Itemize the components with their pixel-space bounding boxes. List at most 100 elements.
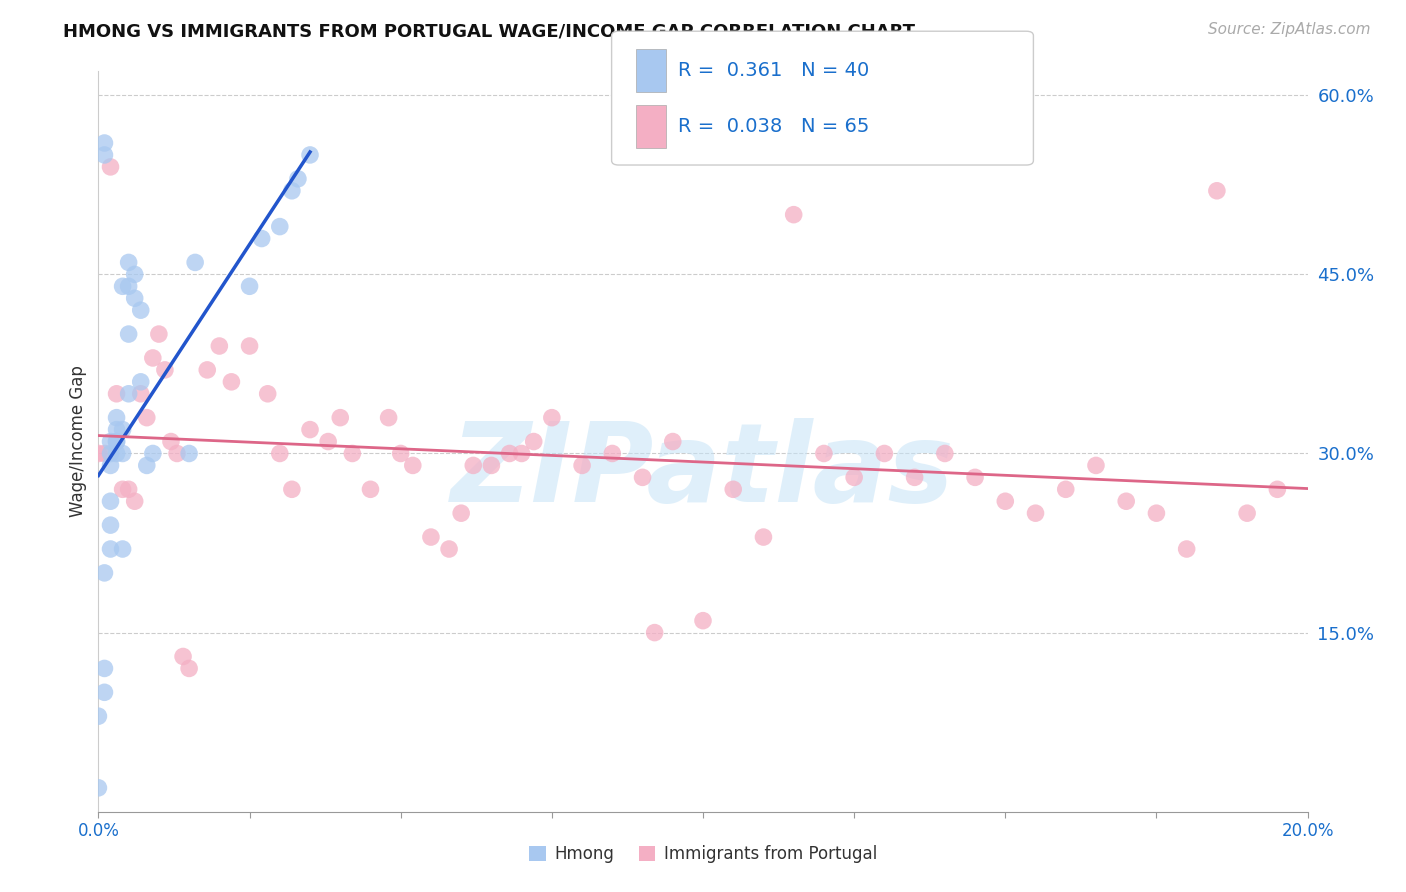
Point <box>523 434 546 449</box>
Point <box>299 148 322 162</box>
Point <box>93 566 115 580</box>
Point <box>184 255 207 269</box>
Point <box>1144 506 1167 520</box>
Point <box>287 171 309 186</box>
Point <box>100 458 122 473</box>
Point <box>540 410 562 425</box>
Point <box>93 661 115 675</box>
Point <box>481 458 503 473</box>
Point <box>124 268 146 282</box>
Point <box>281 483 304 497</box>
Point <box>105 434 128 449</box>
Point <box>105 410 128 425</box>
Text: R =  0.038   N = 65: R = 0.038 N = 65 <box>678 117 869 136</box>
Point <box>93 446 115 460</box>
Point <box>142 446 165 460</box>
Text: R =  0.361   N = 40: R = 0.361 N = 40 <box>678 61 869 80</box>
Point <box>179 446 201 460</box>
Point <box>602 446 624 460</box>
Point <box>111 541 134 556</box>
Point <box>124 494 146 508</box>
Point <box>1175 541 1198 556</box>
Text: HMONG VS IMMIGRANTS FROM PORTUGAL WAGE/INCOME GAP CORRELATION CHART: HMONG VS IMMIGRANTS FROM PORTUGAL WAGE/I… <box>63 22 915 40</box>
Point <box>179 661 201 675</box>
Point <box>111 279 134 293</box>
Point <box>402 458 425 473</box>
Point <box>142 351 165 365</box>
Point <box>1267 483 1289 497</box>
Point <box>87 780 110 795</box>
Point <box>723 483 745 497</box>
Point <box>256 386 278 401</box>
Point <box>118 386 141 401</box>
Point <box>111 423 134 437</box>
Point <box>752 530 775 544</box>
Point <box>100 541 122 556</box>
Point <box>360 483 382 497</box>
Point <box>844 470 866 484</box>
Point <box>994 494 1017 508</box>
Point <box>783 208 806 222</box>
Point <box>239 339 262 353</box>
Point <box>342 446 364 460</box>
Point <box>105 434 128 449</box>
Point <box>420 530 443 544</box>
Point <box>135 410 157 425</box>
Point <box>105 446 128 460</box>
Point <box>269 446 291 460</box>
Point <box>498 446 520 460</box>
Point <box>208 339 231 353</box>
Point <box>239 279 262 293</box>
Point <box>269 219 291 234</box>
Point <box>129 303 152 318</box>
Point <box>93 136 115 150</box>
Point <box>93 148 115 162</box>
Text: ZIPatlas: ZIPatlas <box>451 417 955 524</box>
Y-axis label: Wage/Income Gap: Wage/Income Gap <box>69 366 87 517</box>
Point <box>118 279 141 293</box>
Point <box>450 506 472 520</box>
Point <box>105 386 128 401</box>
Point <box>377 410 399 425</box>
Point <box>281 184 304 198</box>
Point <box>111 446 134 460</box>
Point <box>463 458 485 473</box>
Point <box>437 541 460 556</box>
Point <box>100 494 122 508</box>
Point <box>873 446 896 460</box>
Point <box>118 327 141 342</box>
Point <box>100 518 122 533</box>
Point <box>250 231 273 245</box>
Point <box>111 483 134 497</box>
Point <box>965 470 987 484</box>
Point <box>87 709 110 723</box>
Point <box>195 363 218 377</box>
Point <box>172 649 194 664</box>
Point <box>904 470 927 484</box>
Point <box>510 446 533 460</box>
Legend: Hmong, Immigrants from Portugal: Hmong, Immigrants from Portugal <box>522 838 884 870</box>
Point <box>118 483 141 497</box>
Point <box>661 434 683 449</box>
Point <box>1115 494 1137 508</box>
Point <box>571 458 593 473</box>
Point <box>644 625 666 640</box>
Point <box>1085 458 1108 473</box>
Point <box>1236 506 1258 520</box>
Point <box>100 160 122 174</box>
Point <box>813 446 835 460</box>
Point <box>1054 483 1077 497</box>
Text: Source: ZipAtlas.com: Source: ZipAtlas.com <box>1208 22 1371 37</box>
Point <box>124 291 146 305</box>
Point <box>299 423 322 437</box>
Point <box>105 423 128 437</box>
Point <box>129 386 152 401</box>
Point <box>100 446 122 460</box>
Point <box>118 255 141 269</box>
Point <box>934 446 956 460</box>
Point <box>1024 506 1046 520</box>
Point <box>329 410 352 425</box>
Point <box>148 327 170 342</box>
Point <box>316 434 339 449</box>
Point <box>87 446 110 460</box>
